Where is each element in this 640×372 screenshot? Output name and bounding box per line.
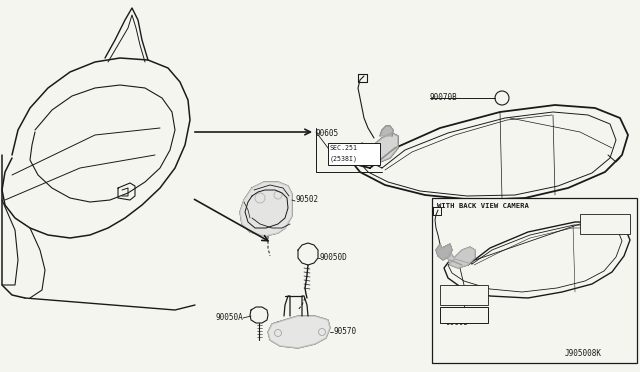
Text: (20442): (20442)	[582, 225, 608, 230]
Text: (2538I): (2538I)	[442, 296, 468, 301]
Text: (2538I): (2538I)	[330, 155, 358, 161]
Bar	[580, 214, 630, 234]
Polygon shape	[268, 316, 330, 348]
Text: 90050A: 90050A	[215, 314, 243, 323]
Text: 90605: 90605	[316, 128, 339, 138]
Polygon shape	[380, 126, 393, 136]
Text: 90605: 90605	[446, 318, 469, 327]
Text: 90050D: 90050D	[320, 253, 348, 263]
Text: SEC.280: SEC.280	[582, 216, 608, 221]
Text: WITH BACK VIEW CAMERA: WITH BACK VIEW CAMERA	[437, 203, 529, 209]
Bar	[440, 307, 488, 323]
Text: SEC.251: SEC.251	[442, 287, 468, 292]
Polygon shape	[448, 247, 475, 268]
Polygon shape	[362, 133, 398, 162]
Text: SEC.251: SEC.251	[330, 145, 358, 151]
Bar	[328, 143, 380, 165]
Text: J905008K: J905008K	[565, 350, 602, 359]
Text: 90570: 90570	[333, 327, 356, 337]
Text: 90070B: 90070B	[430, 93, 458, 102]
Polygon shape	[240, 182, 292, 236]
Bar	[432, 198, 637, 363]
Bar	[440, 285, 488, 305]
Text: 90502: 90502	[295, 196, 318, 205]
Polygon shape	[436, 244, 452, 260]
